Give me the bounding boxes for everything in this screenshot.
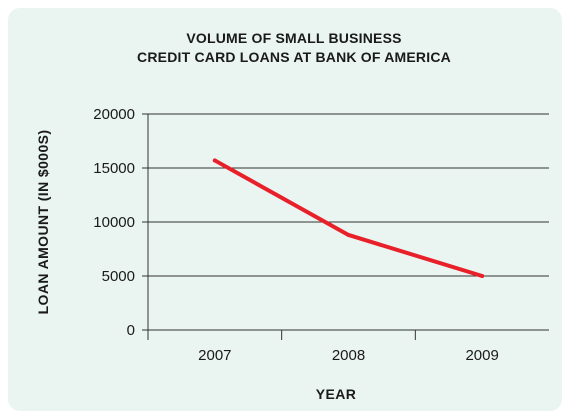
- y-tick-label: 10000: [93, 214, 135, 231]
- data-point: [480, 274, 485, 278]
- series-group: [212, 158, 485, 278]
- series-line: [212, 158, 485, 278]
- chart-panel: [8, 8, 562, 411]
- x-axis-ticks: 2007 2008 2009: [198, 330, 499, 364]
- chart-title-line-2: CREDIT CARD LOANS AT BANK OF AMERICA: [137, 49, 451, 65]
- chart-title-line-1: VOLUME OF SMALL BUSINESS: [186, 30, 401, 46]
- data-point: [346, 232, 351, 237]
- y-axis-ticks: 0 5000 10000 15000 20000: [93, 106, 135, 339]
- y-tick-label: 0: [127, 322, 135, 339]
- gridlines: [142, 113, 549, 340]
- x-axis-title: YEAR: [316, 386, 357, 402]
- x-tick-label: 2007: [198, 347, 231, 364]
- x-tick-label: 2009: [465, 347, 498, 364]
- x-tick-label: 2008: [332, 347, 365, 364]
- data-point: [212, 158, 217, 163]
- y-tick-label: 5000: [102, 268, 135, 285]
- y-axis-title: LOAN AMOUNT (IN $000S): [35, 130, 51, 315]
- y-tick-label: 20000: [93, 106, 135, 123]
- y-tick-label: 15000: [93, 160, 135, 177]
